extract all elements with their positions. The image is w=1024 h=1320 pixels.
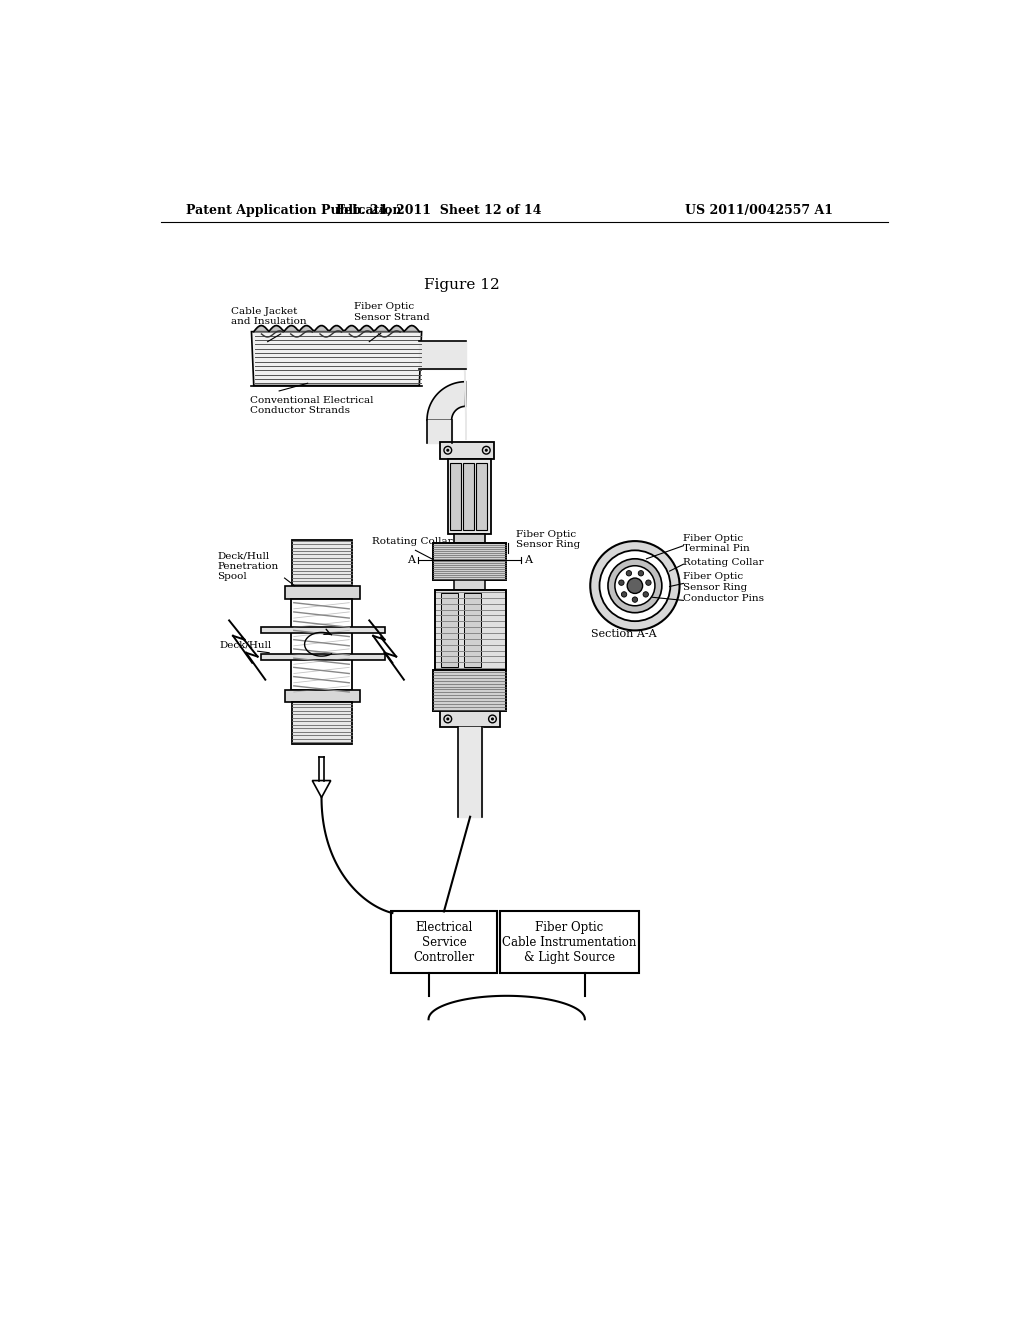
Polygon shape — [441, 594, 458, 667]
Text: Rotating Collar: Rotating Collar — [372, 537, 453, 545]
Polygon shape — [435, 590, 506, 671]
Text: US 2011/0042557 A1: US 2011/0042557 A1 — [685, 205, 833, 218]
Polygon shape — [252, 331, 422, 385]
Circle shape — [643, 591, 648, 597]
Polygon shape — [447, 459, 490, 535]
Circle shape — [646, 579, 651, 585]
Polygon shape — [463, 462, 474, 531]
Text: Conventional Electrical
Conductor Strands: Conventional Electrical Conductor Strand… — [250, 396, 374, 414]
Polygon shape — [500, 911, 639, 973]
Text: Patent Application Publication: Patent Application Publication — [186, 205, 401, 218]
Polygon shape — [291, 599, 352, 689]
Polygon shape — [427, 381, 466, 420]
Text: Feb. 24, 2011  Sheet 12 of 14: Feb. 24, 2011 Sheet 12 of 14 — [336, 205, 542, 218]
Text: Fiber Optic
Sensor Ring: Fiber Optic Sensor Ring — [515, 529, 580, 549]
Text: Fiber Optic
Sensor Strand: Fiber Optic Sensor Strand — [354, 302, 430, 322]
Circle shape — [490, 718, 494, 721]
Text: Section A-A: Section A-A — [591, 630, 656, 639]
Polygon shape — [261, 655, 385, 660]
Text: Figure 12: Figure 12 — [424, 279, 500, 293]
Text: Electrical
Service
Controller: Electrical Service Controller — [414, 921, 474, 964]
Polygon shape — [464, 594, 481, 667]
Circle shape — [614, 566, 655, 606]
Circle shape — [622, 591, 627, 597]
Text: Conductor Pins: Conductor Pins — [683, 594, 765, 603]
Polygon shape — [285, 586, 360, 599]
Polygon shape — [433, 544, 506, 581]
Polygon shape — [440, 711, 500, 726]
Text: Cable Jacket
and Insulation: Cable Jacket and Insulation — [230, 306, 306, 326]
Text: Fiber Optic
Cable Instrumentation
& Light Source: Fiber Optic Cable Instrumentation & Ligh… — [503, 921, 637, 964]
Text: Fiber Optic
Terminal Pin: Fiber Optic Terminal Pin — [683, 533, 751, 553]
Circle shape — [599, 550, 671, 622]
Text: A: A — [407, 556, 415, 565]
Polygon shape — [440, 442, 494, 459]
Polygon shape — [433, 671, 506, 711]
Polygon shape — [312, 780, 331, 797]
Polygon shape — [451, 462, 462, 531]
Polygon shape — [476, 462, 487, 531]
Circle shape — [628, 578, 643, 594]
Polygon shape — [454, 535, 484, 544]
Circle shape — [590, 541, 680, 631]
Circle shape — [627, 570, 632, 576]
Text: Rotating Collar: Rotating Collar — [683, 558, 764, 568]
Polygon shape — [261, 627, 385, 632]
Circle shape — [638, 570, 644, 576]
Text: Fiber Optic
Sensor Ring: Fiber Optic Sensor Ring — [683, 572, 748, 591]
Circle shape — [446, 449, 450, 451]
Polygon shape — [292, 702, 352, 743]
Circle shape — [608, 558, 662, 612]
Text: A: A — [524, 556, 532, 565]
Text: Deck/Hull
Penetration
Spool: Deck/Hull Penetration Spool — [217, 552, 279, 581]
Text: Deck/Hull: Deck/Hull — [219, 640, 271, 649]
Circle shape — [484, 449, 487, 451]
Polygon shape — [285, 689, 360, 702]
Polygon shape — [454, 581, 484, 590]
Polygon shape — [391, 911, 497, 973]
Circle shape — [446, 718, 450, 721]
Polygon shape — [292, 540, 352, 586]
Circle shape — [618, 579, 624, 585]
Circle shape — [632, 597, 638, 602]
